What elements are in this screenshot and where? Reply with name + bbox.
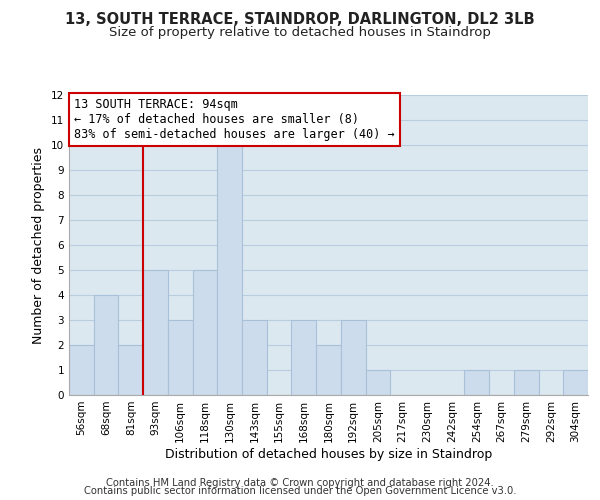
Bar <box>242 320 267 395</box>
Bar <box>292 320 316 395</box>
Text: 13 SOUTH TERRACE: 94sqm
← 17% of detached houses are smaller (8)
83% of semi-det: 13 SOUTH TERRACE: 94sqm ← 17% of detache… <box>74 98 395 141</box>
X-axis label: Distribution of detached houses by size in Staindrop: Distribution of detached houses by size … <box>165 448 492 460</box>
Text: Contains HM Land Registry data © Crown copyright and database right 2024.: Contains HM Land Registry data © Crown c… <box>106 478 494 488</box>
Bar <box>217 145 242 395</box>
Bar <box>563 370 588 395</box>
Bar <box>118 345 143 395</box>
Y-axis label: Number of detached properties: Number of detached properties <box>32 146 46 344</box>
Bar <box>69 345 94 395</box>
Bar <box>514 370 539 395</box>
Text: Contains public sector information licensed under the Open Government Licence v3: Contains public sector information licen… <box>84 486 516 496</box>
Bar <box>316 345 341 395</box>
Text: Size of property relative to detached houses in Staindrop: Size of property relative to detached ho… <box>109 26 491 39</box>
Bar <box>341 320 365 395</box>
Bar <box>143 270 168 395</box>
Bar <box>193 270 217 395</box>
Bar <box>94 295 118 395</box>
Text: 13, SOUTH TERRACE, STAINDROP, DARLINGTON, DL2 3LB: 13, SOUTH TERRACE, STAINDROP, DARLINGTON… <box>65 12 535 28</box>
Bar <box>168 320 193 395</box>
Bar <box>464 370 489 395</box>
Bar <box>365 370 390 395</box>
